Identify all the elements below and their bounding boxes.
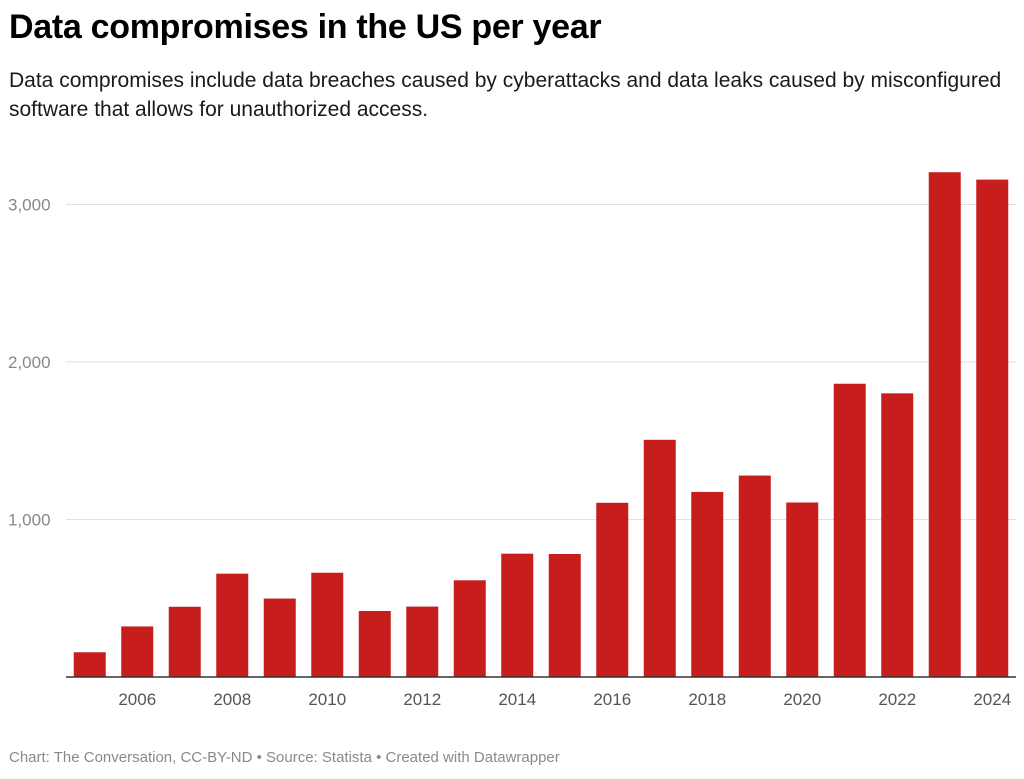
chart-credit: Chart: The Conversation, CC-BY-ND (9, 749, 253, 766)
x-tick-label: 2018 (688, 690, 726, 709)
bar-2008 (216, 573, 249, 677)
bar-2014 (501, 553, 534, 677)
x-tick-label: 2010 (308, 690, 346, 709)
bar-2020 (786, 502, 819, 677)
x-tick-label: 2016 (593, 690, 631, 709)
y-tick-label: 2,000 (8, 353, 51, 372)
bar-2006 (121, 626, 154, 677)
bars (73, 172, 1009, 678)
bar-2015 (548, 553, 581, 677)
bar-2005 (73, 652, 106, 677)
axes: 2006 2008 2010 2012 2014 2016 2018 2020 2022 2024 (66, 676, 1016, 709)
bar-2024 (976, 179, 1009, 678)
bar-2021 (833, 383, 866, 677)
x-tick-label: 2006 (118, 690, 156, 709)
x-tick-label: 2012 (403, 690, 441, 709)
chart-title: Data compromises in the US per year (9, 8, 602, 46)
bar-2017 (643, 439, 676, 677)
x-tick-label: 2014 (498, 690, 536, 709)
x-tick-label: 2024 (973, 690, 1011, 709)
x-tick-label: 2022 (878, 690, 916, 709)
bar-2007 (168, 606, 201, 677)
created-with: Created with Datawrapper (385, 749, 560, 766)
chart-subtitle: Data compromises include data breaches c… (9, 69, 1002, 121)
chart-footer: Chart: The Conversation, CC-BY-ND • Sour… (9, 749, 560, 766)
bar-2016 (596, 502, 629, 677)
source-credit: Source: Statista (266, 749, 372, 766)
y-tick-label: 1,000 (8, 511, 51, 530)
bar-2019 (738, 475, 771, 677)
y-tick-label: 3,000 (8, 196, 51, 215)
bar-2022 (881, 393, 914, 677)
bar-2012 (406, 606, 439, 677)
bar-2010 (311, 572, 344, 677)
x-tick-label: 2020 (783, 690, 821, 709)
footer-separator-2: • (371, 749, 386, 766)
bar-2023 (928, 172, 961, 677)
bar-2013 (453, 580, 486, 677)
x-tick-label: 2008 (213, 690, 251, 709)
bar-2009 (263, 598, 296, 677)
footer-separator-1: • (252, 749, 267, 766)
bar-chart: 1,000 2,000 3,000 2006 2008 2010 2012 2014 2016… (8, 172, 1016, 709)
bar-2011 (358, 611, 391, 677)
bar-2018 (691, 491, 724, 677)
